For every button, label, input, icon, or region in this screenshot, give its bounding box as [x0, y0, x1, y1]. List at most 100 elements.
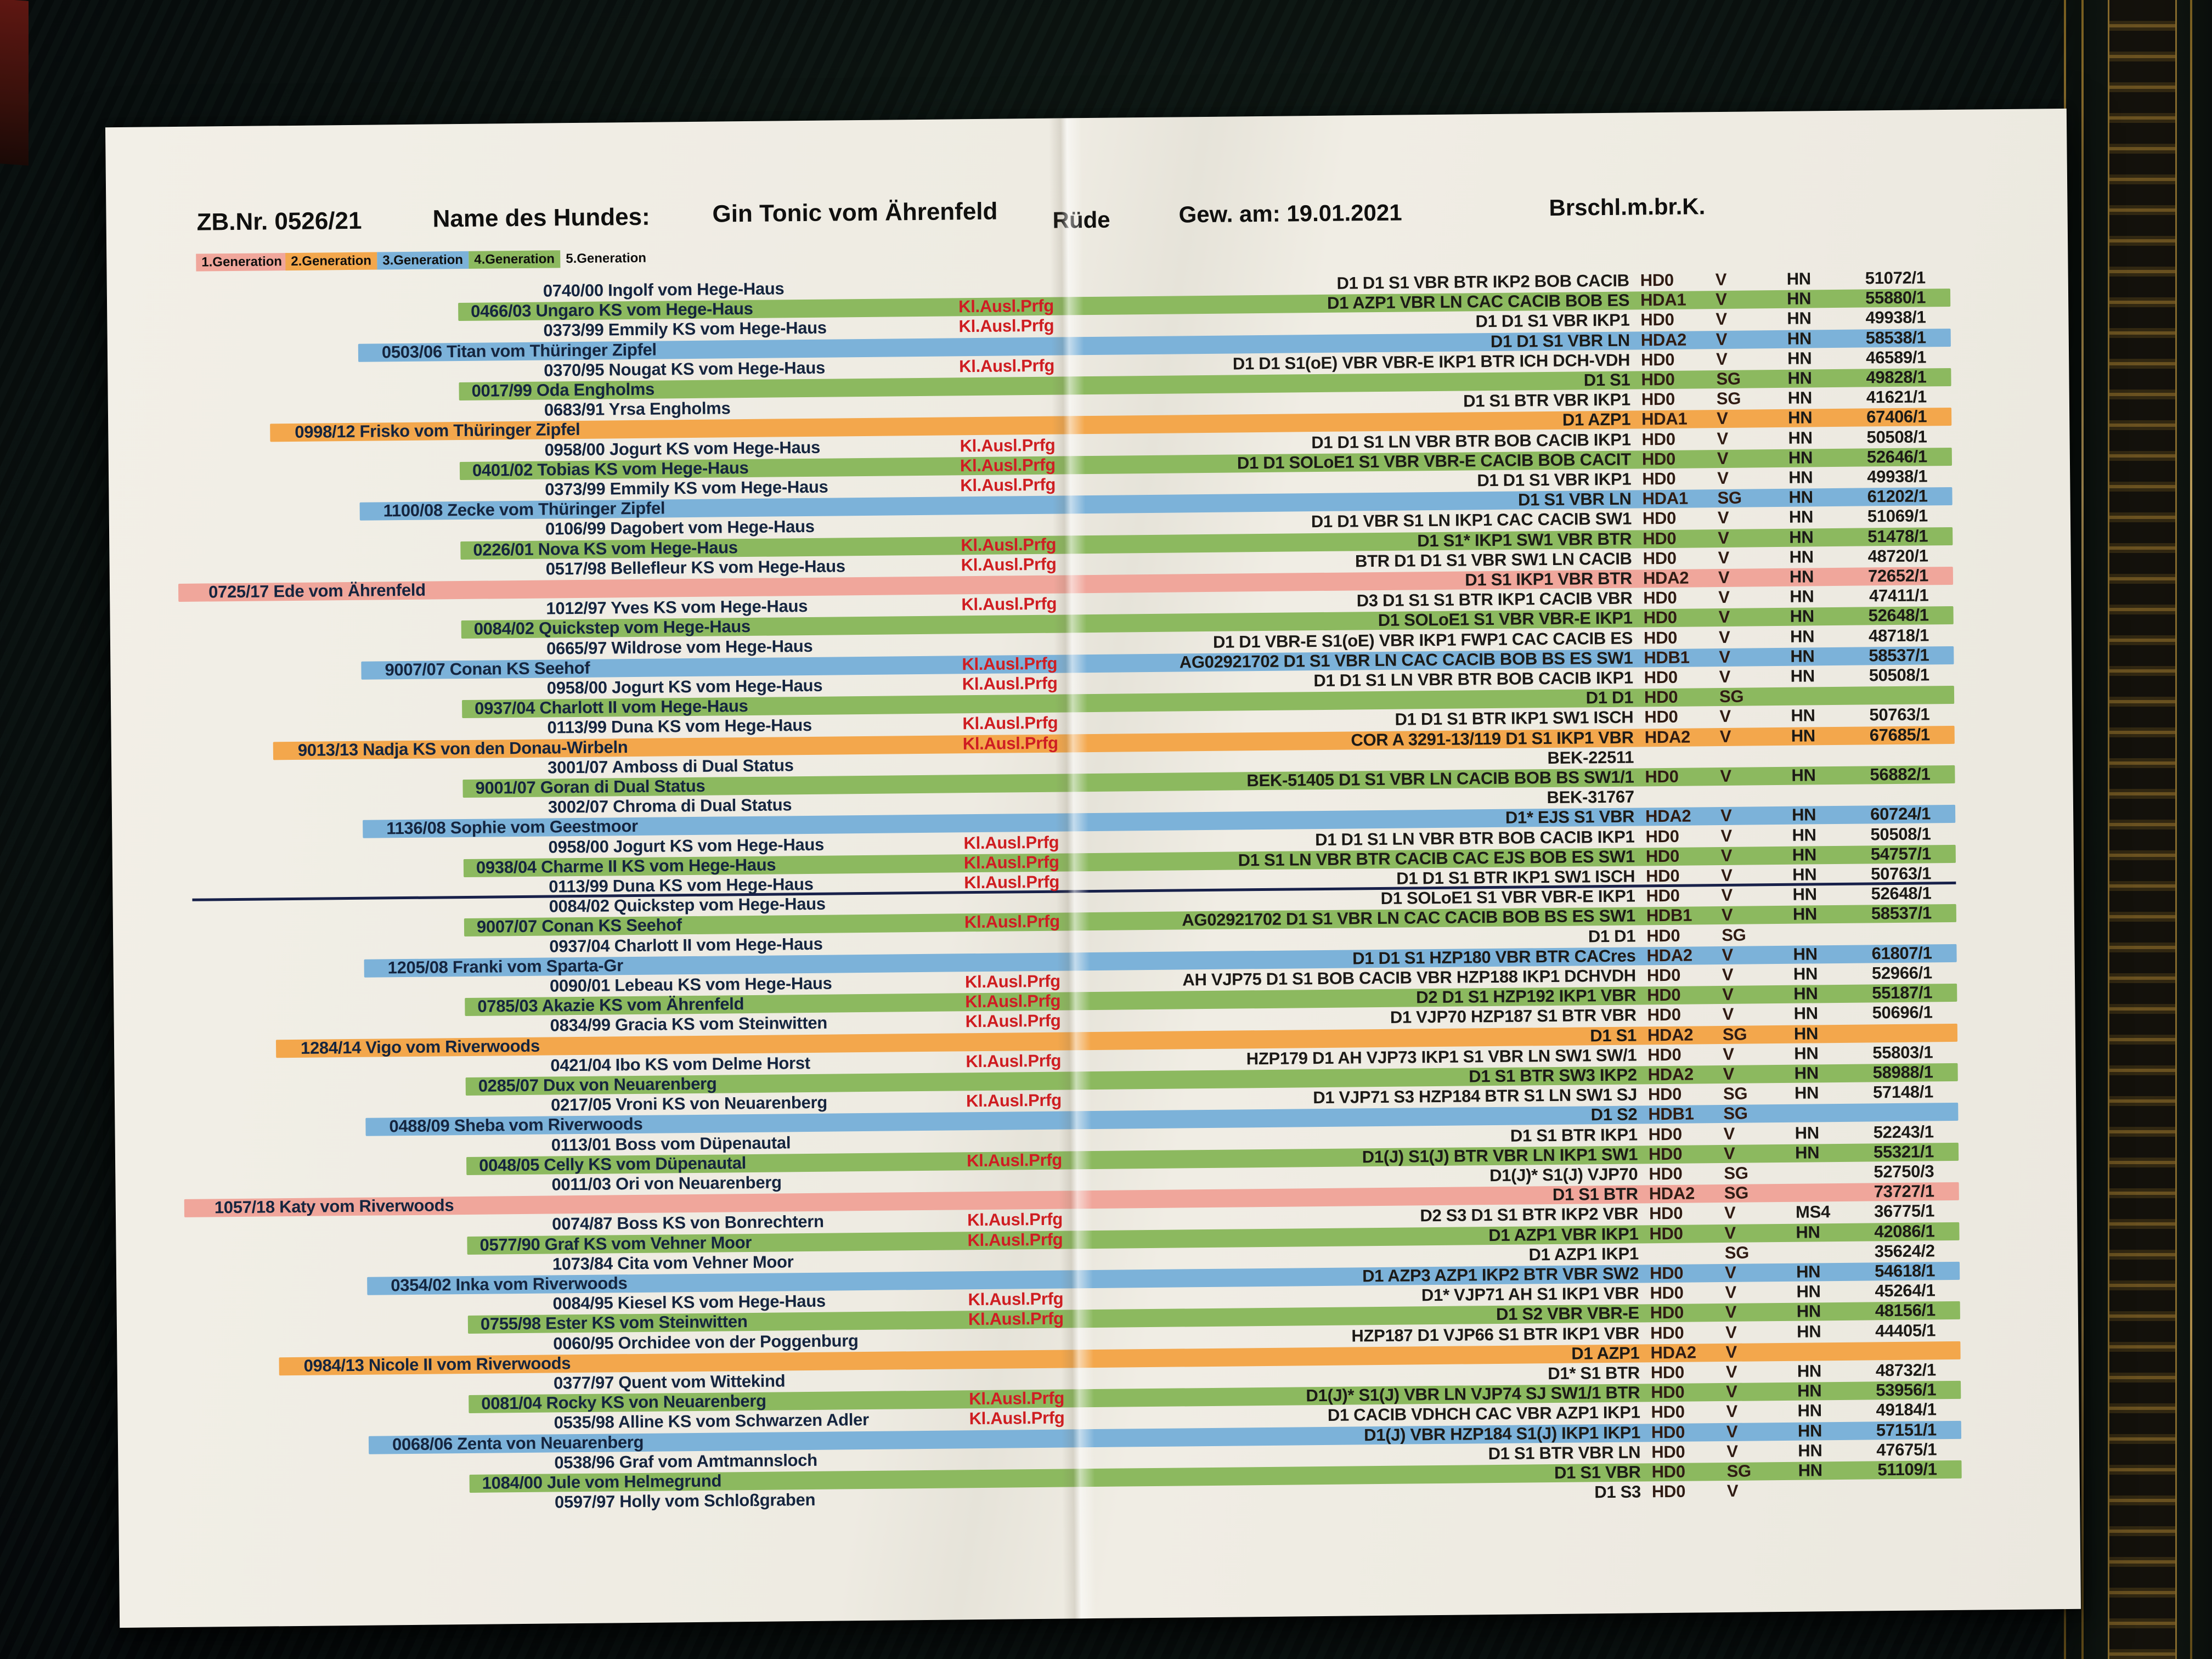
show-rating: V — [1721, 885, 1733, 905]
hd-value: HDA2 — [1646, 945, 1692, 966]
registry-number: 55803/1 — [1872, 1042, 1933, 1063]
show-rating: V — [1723, 1064, 1735, 1084]
show-rating: V — [1725, 1302, 1737, 1322]
registry-number: 55187/1 — [1872, 983, 1933, 1003]
hd-value: HD0 — [1646, 965, 1681, 985]
show-rating: V — [1724, 1203, 1736, 1223]
registry-number: 51478/1 — [1867, 526, 1928, 546]
registry-number: 58537/1 — [1869, 645, 1929, 665]
show-rating: V — [1720, 806, 1732, 826]
registry-number: 47411/1 — [1869, 585, 1929, 606]
registry-number: 73727/1 — [1874, 1181, 1934, 1201]
sex-label: Rüde — [1052, 206, 1110, 233]
show-rating: V — [1719, 726, 1731, 746]
registry-number: 48720/1 — [1867, 546, 1928, 566]
registry-number: 57148/1 — [1872, 1082, 1934, 1102]
hd-value: HD0 — [1651, 1442, 1685, 1462]
hd-value: HDB1 — [1648, 1104, 1694, 1124]
show-rating: V — [1715, 269, 1727, 290]
hd-value: HDA2 — [1645, 806, 1691, 826]
hd-value: HD0 — [1647, 1084, 1682, 1104]
show-rating: V — [1716, 349, 1728, 369]
hd-value: HDA2 — [1650, 1342, 1696, 1363]
ancestor-name: 0998/12 Frisko vom Thüringer Zipfel — [295, 420, 580, 442]
registry-number: 50696/1 — [1872, 1002, 1933, 1023]
hd-value: HD0 — [1649, 1164, 1683, 1184]
hd-value: HD0 — [1641, 369, 1675, 390]
show-rating: V — [1715, 290, 1727, 309]
registry-number: 58988/1 — [1872, 1062, 1933, 1082]
registry-number: 60724/1 — [1870, 804, 1931, 824]
registry-number: 49184/1 — [1876, 1400, 1937, 1420]
ancestor-name: 0354/02 Inka vom Riverwoods — [391, 1273, 628, 1295]
show-rating: SG — [1719, 686, 1744, 707]
hd-value: HD0 — [1651, 1402, 1685, 1422]
hd-value: HD0 — [1645, 766, 1679, 787]
show-rating: V — [1721, 865, 1733, 885]
legend-gen2: 2.Generation — [285, 252, 377, 271]
legend-gen4: 4.Generation — [469, 250, 561, 269]
show-rating: V — [1724, 1223, 1736, 1243]
hd-value: HD0 — [1651, 1382, 1685, 1402]
hd-value: HDA1 — [1640, 290, 1686, 310]
registry-number: 35624/2 — [1874, 1241, 1935, 1261]
ancestor-name: 1205/08 Franki vom Sparta-Gr — [387, 956, 624, 978]
show-rating: SG — [1722, 925, 1746, 945]
hd-value: HDA2 — [1649, 1183, 1695, 1204]
registry-number: 57151/1 — [1876, 1419, 1937, 1440]
show-rating: V — [1721, 905, 1733, 925]
ancestor-name: 9013/13 Nadja KS von den Donau-Wirbeln — [297, 737, 628, 760]
registry-number: 58537/1 — [1871, 903, 1932, 923]
ancestor-name: 1057/18 Katy vom Riverwoods — [214, 1195, 454, 1217]
registry-number: 52243/1 — [1873, 1121, 1934, 1142]
registry-number: 51069/1 — [1867, 506, 1928, 526]
registry-number: 49828/1 — [1866, 367, 1927, 387]
hd-value: HD0 — [1648, 1124, 1682, 1144]
hd-value: HD0 — [1642, 469, 1676, 489]
breed-code: Brschl.m.br.K. — [1549, 193, 1706, 221]
show-rating: V — [1723, 1143, 1735, 1163]
show-rating: SG — [1716, 369, 1741, 389]
hd-value: HD0 — [1647, 1045, 1681, 1065]
hd-value: HD0 — [1651, 1481, 1686, 1502]
show-rating: SG — [1724, 1243, 1750, 1262]
show-rating: SG — [1724, 1183, 1749, 1203]
registry-number: 50508/1 — [1866, 426, 1927, 447]
registry-number: 44405/1 — [1875, 1320, 1936, 1340]
hd-value: HD0 — [1643, 588, 1677, 608]
hd-value: HD0 — [1646, 885, 1680, 906]
registry-number: 67406/1 — [1866, 407, 1927, 427]
hd-value: HD0 — [1643, 608, 1677, 628]
show-rating: SG — [1722, 1024, 1747, 1044]
show-rating: SG — [1726, 1461, 1751, 1481]
hd-value: HDB1 — [1646, 905, 1692, 926]
hd-value: HDA2 — [1643, 568, 1689, 588]
show-rating: SG — [1723, 1084, 1748, 1104]
registry-number: 52648/1 — [1871, 883, 1932, 904]
show-rating: V — [1719, 647, 1730, 667]
zb-number: ZB.Nr. 0526/21 — [196, 207, 362, 236]
hd-value: HD0 — [1644, 667, 1678, 687]
show-rating: V — [1716, 309, 1728, 329]
dog-name-label: Name des Hundes: — [432, 203, 650, 233]
show-rating: V — [1720, 826, 1733, 845]
ancestor-name: 0068/06 Zenta von Neuarenberg — [392, 1432, 644, 1454]
hd-value: HD0 — [1648, 1144, 1683, 1164]
ancestor-name: 1284/14 Vigo vom Riverwoods — [300, 1036, 540, 1058]
show-rating: V — [1726, 1441, 1738, 1461]
hd-value: HD0 — [1650, 1323, 1684, 1342]
registry-number: 48732/1 — [1875, 1360, 1937, 1380]
show-rating: V — [1720, 766, 1731, 786]
show-rating: V — [1718, 627, 1730, 647]
show-rating: V — [1726, 1481, 1739, 1501]
hd-value: HD0 — [1645, 826, 1679, 846]
show-rating: V — [1718, 528, 1729, 548]
show-rating: V — [1719, 667, 1731, 687]
registry-number: 55321/1 — [1873, 1142, 1934, 1162]
registry-number: 52648/1 — [1868, 605, 1929, 625]
ancestor-name: 0725/17 Ede vom Ährenfeld — [208, 580, 426, 602]
show-rating: V — [1717, 468, 1729, 488]
registry-number: 53956/1 — [1876, 1380, 1937, 1400]
show-rating: V — [1722, 984, 1734, 1005]
registry-number: 61202/1 — [1867, 486, 1928, 506]
